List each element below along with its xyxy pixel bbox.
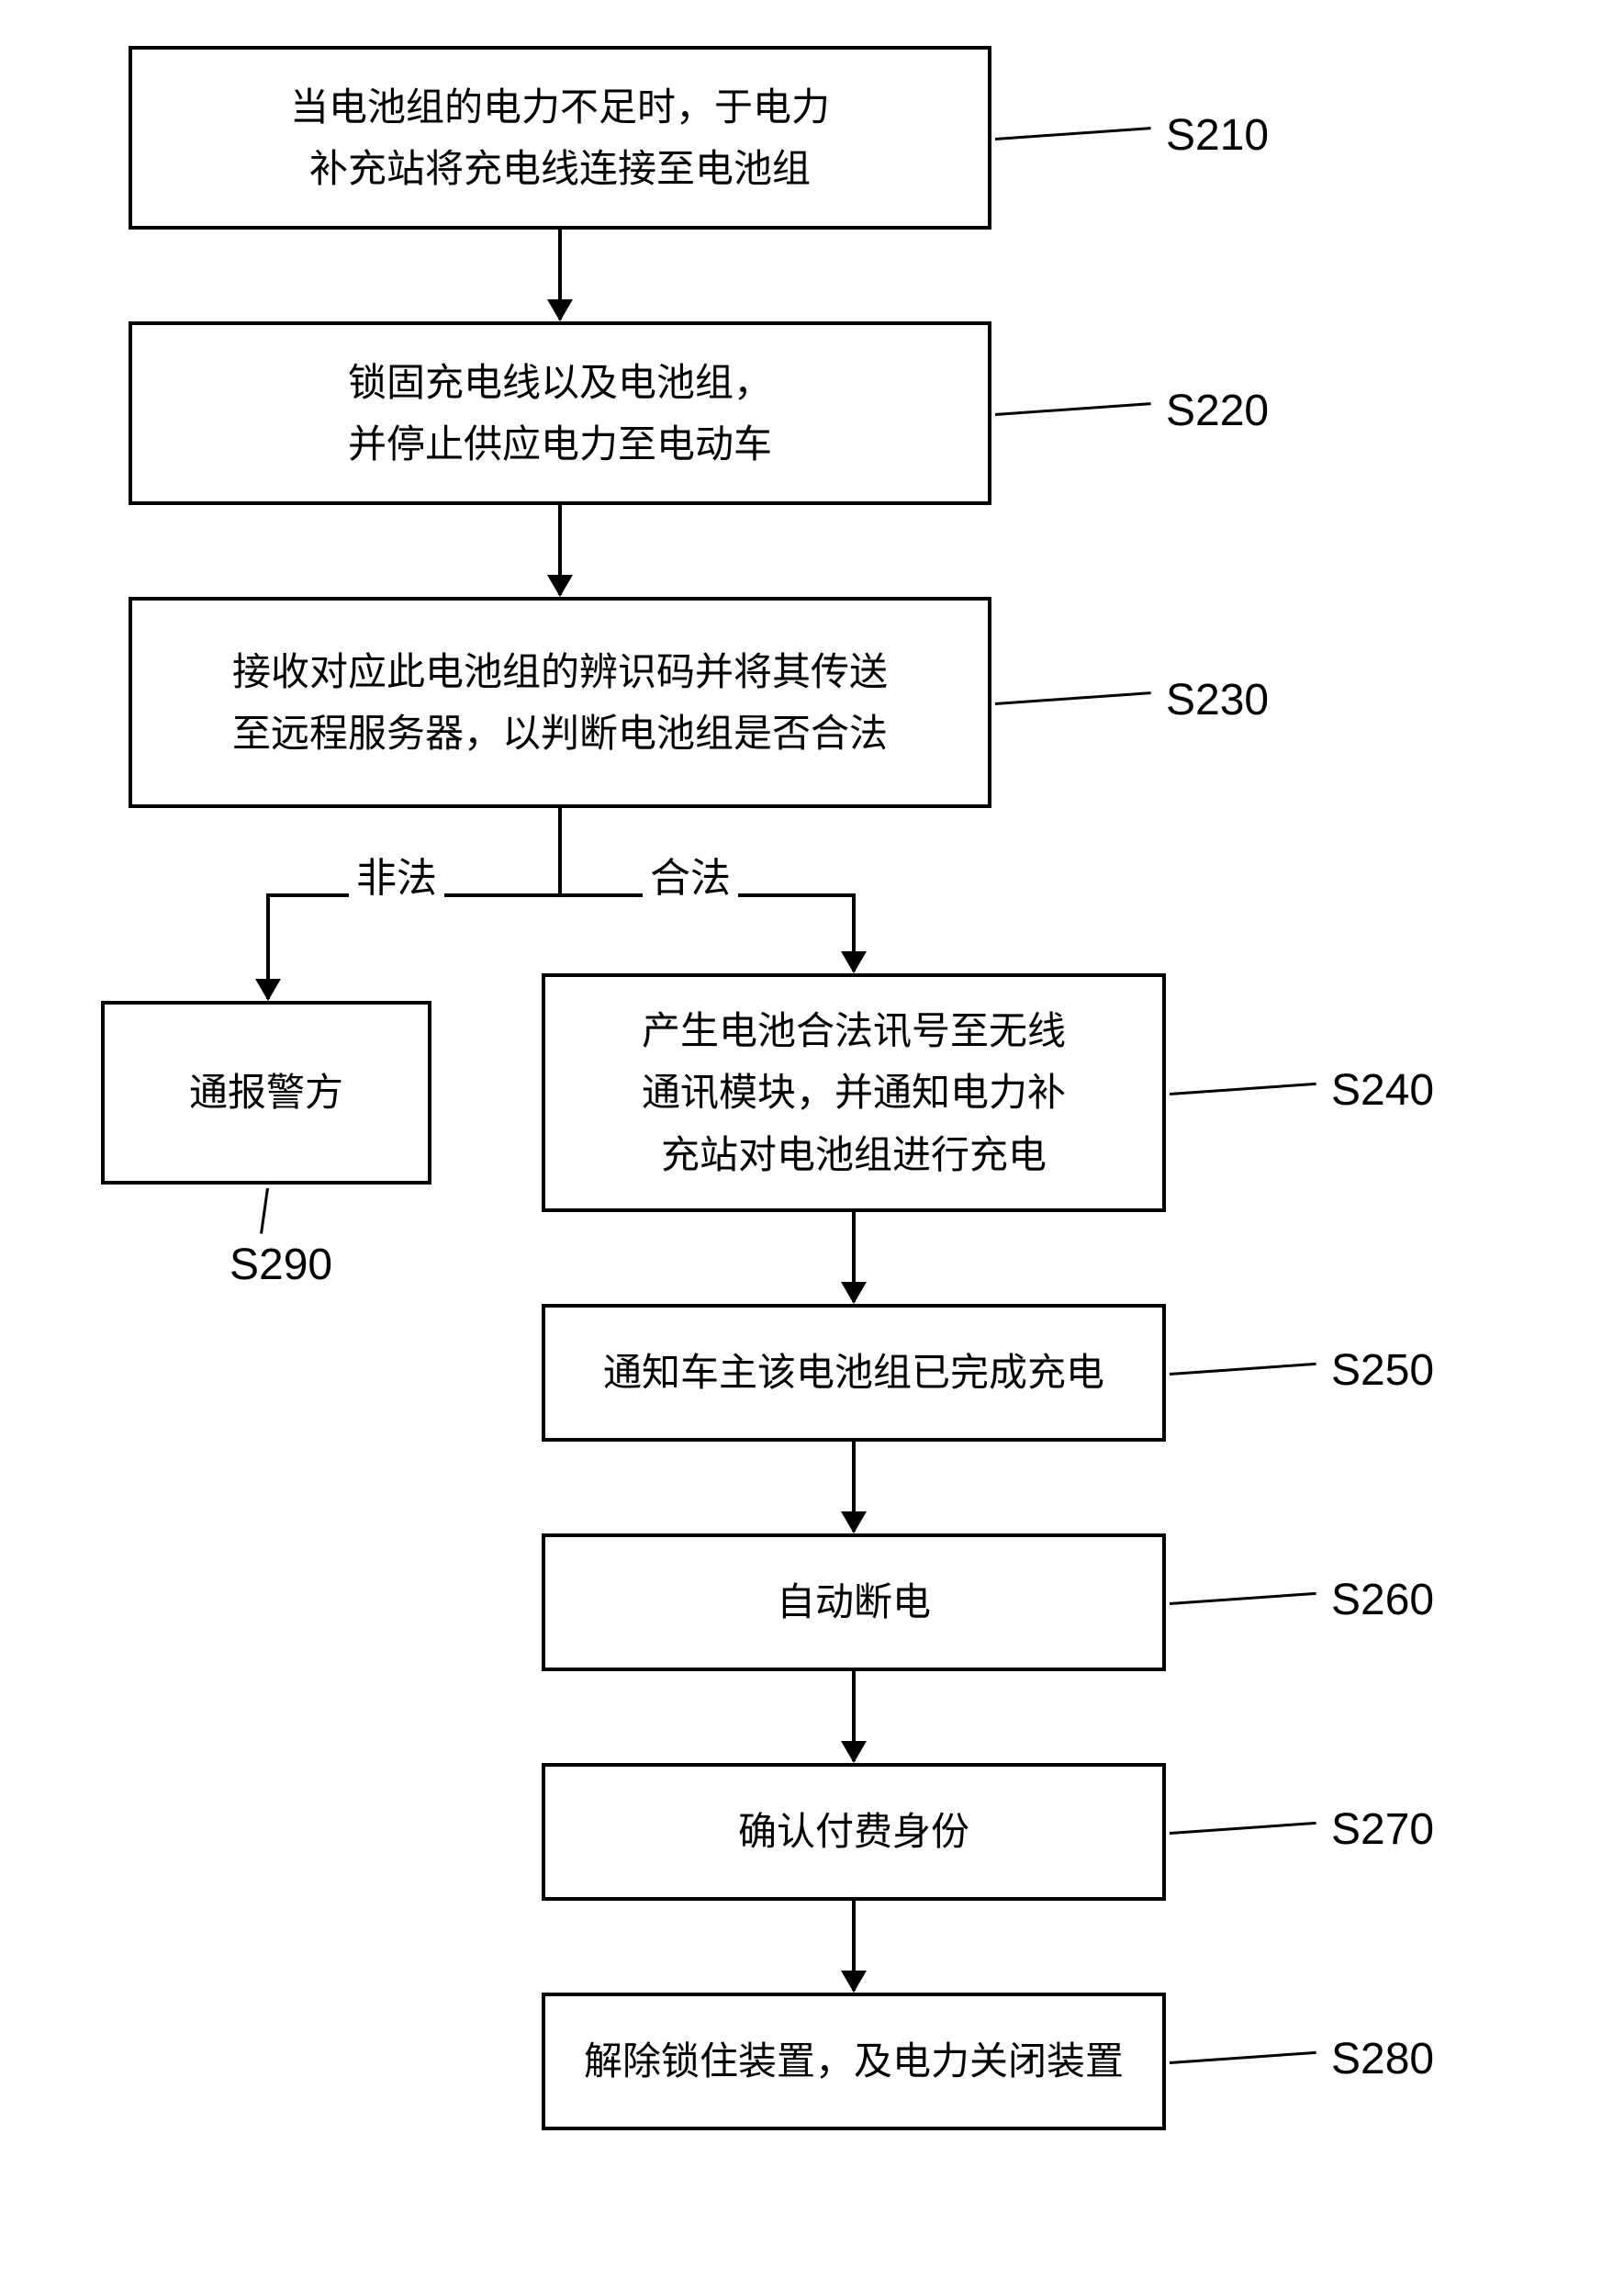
node-text: 锁固充电线以及电池组，并停止供应电力至电动车 [348,352,772,475]
node-text: 接收对应此电池组的辨识码并将其传送至远程服务器，以判断电池组是否合法 [232,641,888,764]
node-text: 解除锁住装置，及电力关闭装置 [584,2030,1124,2092]
connector-line [1170,1083,1316,1095]
connector-line [995,127,1151,140]
node-text: 产生电池合法讯号至无线通讯模块，并通知电力补充站对电池组进行充电 [642,1000,1066,1185]
label-s270: S270 [1331,1804,1434,1855]
node-s260: 自动断电 [542,1533,1166,1671]
node-s230: 接收对应此电池组的辨识码并将其传送至远程服务器，以判断电池组是否合法 [129,597,991,808]
arrow [852,1212,856,1302]
node-s280: 解除锁住装置，及电力关闭装置 [542,1993,1166,2130]
label-s230: S230 [1166,675,1269,725]
node-s210: 当电池组的电力不足时，于电力补充站将充电线连接至电池组 [129,46,991,230]
arrow [558,505,562,595]
connector-line [260,1188,269,1234]
node-text: 自动断电 [777,1571,931,1633]
connector-line [1170,1822,1316,1835]
node-text: 确认付费身份 [738,1801,969,1862]
edge-label-illegal: 非法 [349,845,444,904]
label-s240: S240 [1331,1065,1434,1116]
label-s280: S280 [1331,2034,1434,2084]
arrow-left-branch [266,893,270,999]
node-s290: 通报警方 [101,1001,431,1185]
label-s290: S290 [230,1240,332,1290]
arrow-right-branch [852,893,856,971]
label-s250: S250 [1331,1345,1434,1396]
label-s260: S260 [1331,1575,1434,1625]
edge-label-legal: 合法 [643,845,738,904]
arrow [852,1442,856,1532]
label-s210: S210 [1166,110,1269,161]
arrow [852,1671,856,1761]
branch-stem [558,808,562,895]
node-s250: 通知车主该电池组已完成充电 [542,1304,1166,1442]
connector-line [995,402,1151,416]
node-text: 通报警方 [189,1061,343,1123]
node-text: 通知车主该电池组已完成充电 [603,1342,1104,1403]
flowchart-container: 当电池组的电力不足时，于电力补充站将充电线连接至电池组 锁固充电线以及电池组，并… [0,0,1624,2291]
connector-line [995,691,1151,705]
node-s270: 确认付费身份 [542,1763,1166,1901]
label-s220: S220 [1166,386,1269,436]
node-s240: 产生电池合法讯号至无线通讯模块，并通知电力补充站对电池组进行充电 [542,973,1166,1212]
connector-line [1170,1592,1316,1605]
connector-line [1170,1363,1316,1376]
connector-line [1170,2051,1316,2064]
arrow [558,230,562,320]
node-s220: 锁固充电线以及电池组，并停止供应电力至电动车 [129,321,991,505]
node-text: 当电池组的电力不足时，于电力补充站将充电线连接至电池组 [290,76,830,199]
arrow [852,1901,856,1991]
